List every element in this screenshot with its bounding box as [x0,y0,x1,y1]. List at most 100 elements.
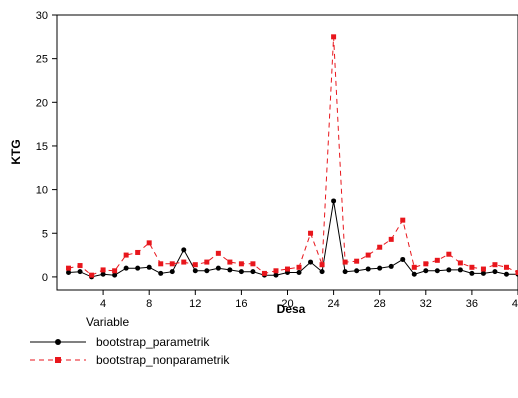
legend-title: Variable [86,315,129,329]
data-point [112,268,118,274]
series-line [68,36,518,276]
data-point [227,259,233,265]
x-tick-label: 24 [327,298,339,310]
x-tick-label: 36 [466,298,478,310]
data-point [319,262,325,268]
data-point [434,257,440,263]
data-point [100,267,106,273]
data-point [192,268,198,274]
data-point [169,261,175,267]
data-point [135,249,141,255]
data-point [215,250,221,256]
x-tick-label: 16 [235,298,247,310]
y-tick-label: 30 [36,10,48,22]
data-point [400,256,406,262]
x-axis-label: Desa [277,302,306,316]
data-point [492,262,498,268]
y-tick-label: 0 [42,272,48,284]
data-point [342,259,348,265]
data-point [261,270,267,276]
y-tick-label: 15 [36,141,48,153]
data-point [123,265,129,271]
data-point [66,265,72,271]
series-bootstrap_nonparametrik [66,34,518,278]
legend-item: bootstrap_parametrik [30,335,210,349]
data-point [250,269,256,275]
legend-item: bootstrap_nonparametrik [30,353,230,367]
data-point [480,266,486,272]
data-point [354,258,360,264]
data-point [434,268,440,274]
data-point [354,268,360,274]
data-point [285,266,290,272]
data-point [503,264,509,270]
data-point [238,261,244,267]
y-tick-label: 20 [36,97,48,109]
data-point [215,265,221,271]
y-tick-label: 25 [36,54,48,66]
data-point [515,270,518,276]
legend-marker [55,357,61,363]
x-tick-label: 20 [281,298,293,310]
data-point [469,270,475,276]
data-point [423,261,429,267]
data-point [66,270,72,276]
data-point [469,264,475,270]
data-point [100,271,106,277]
data-point [296,270,302,276]
data-point [342,269,348,275]
data-point [377,265,383,271]
y-axis: 0 5 10 15 20 25 30 [36,10,57,284]
data-point [296,264,302,270]
x-tick-label: 32 [420,298,432,310]
x-tick-label: 8 [146,298,152,310]
data-point [457,267,463,273]
data-point [77,263,83,269]
data-point [112,272,118,278]
data-point [503,271,509,277]
data-point [250,261,256,267]
data-point [204,268,210,274]
plot-frame [56,14,518,291]
legend-items: bootstrap_parametrik bootstrap_nonparamet… [30,335,230,367]
data-point [146,264,152,270]
series-layer [66,34,518,280]
series-bootstrap_parametrik [66,198,518,280]
data-point [308,259,314,265]
x-axis: 4 8 12 16 20 24 28 32 36 40 [100,290,518,310]
data-point [457,260,463,266]
data-point [135,265,141,271]
x-tick-label: 4 [100,298,106,310]
legend-marker [55,339,61,345]
data-point [400,217,406,223]
data-point [192,262,198,268]
data-point [158,270,164,276]
x-tick-label: 40 [512,298,518,310]
data-point [377,244,383,250]
data-point [169,269,175,275]
data-point [331,34,337,40]
data-point [388,236,394,242]
data-point [446,251,452,257]
data-point [411,271,417,277]
data-point [181,247,187,253]
data-point [273,268,279,274]
data-point [411,264,417,270]
data-point [365,266,371,272]
data-point [204,259,210,265]
data-point [123,252,129,258]
data-point [273,272,279,278]
y-tick-label: 5 [42,228,48,240]
legend-label: bootstrap_parametrik [96,335,210,349]
data-point [423,268,429,274]
data-point [492,269,498,275]
data-point [77,269,83,275]
data-point [308,230,314,236]
y-axis-label: KTG [9,139,23,164]
data-point [181,259,187,265]
legend-label: bootstrap_nonparametrik [96,353,230,367]
data-point [388,263,394,269]
x-tick-label: 28 [374,298,386,310]
data-point [227,267,233,273]
